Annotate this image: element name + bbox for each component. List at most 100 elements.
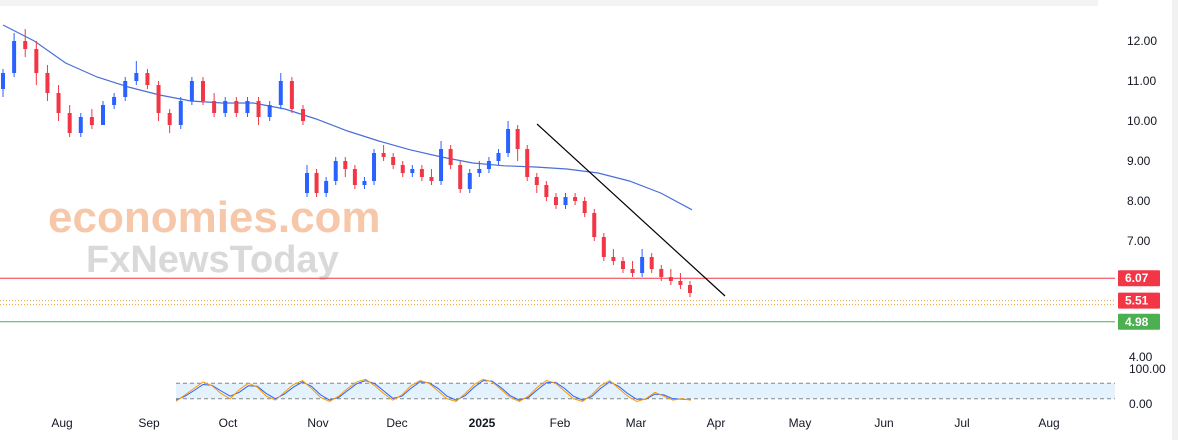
time-tick-label: Jun (874, 416, 893, 430)
time-tick-label: Dec (386, 416, 407, 430)
candle-body (553, 197, 558, 205)
candle-body (458, 165, 463, 189)
candle-body (668, 277, 673, 281)
candle-body (525, 149, 530, 177)
candle-body (448, 149, 453, 165)
candle-body (212, 101, 217, 113)
candle-body (134, 73, 139, 81)
time-tick-label: Feb (550, 416, 571, 430)
candle-body (439, 149, 444, 181)
candle-body (67, 113, 72, 133)
candle-body (659, 269, 664, 277)
top-strip (0, 0, 1098, 6)
candle-body (582, 201, 587, 213)
price-tick-label: 11.00 (1127, 74, 1156, 88)
candle-body (419, 169, 424, 177)
candle-body (12, 41, 17, 73)
candle-body (201, 81, 205, 101)
candle-body (56, 93, 61, 113)
candle-body (410, 169, 415, 173)
candle-body (620, 261, 625, 269)
candle-body (267, 105, 272, 117)
time-tick-label: Aug (1038, 416, 1059, 430)
candle-body (573, 197, 578, 201)
candle-body (123, 81, 128, 97)
time-tick-label: 2025 (469, 416, 496, 430)
candle-body (611, 257, 616, 261)
candle-body (640, 257, 645, 273)
time-tick-label: May (789, 416, 812, 430)
candle-body (78, 117, 83, 133)
moving-average-line (2, 24, 693, 211)
time-tick-label: Oct (219, 416, 238, 430)
candle-body (429, 177, 434, 181)
candle-body (234, 101, 239, 113)
price-tick-label: 8.00 (1127, 194, 1151, 208)
candle-body (167, 113, 172, 125)
candle-body (477, 169, 482, 173)
time-tick-label: Jul (954, 416, 969, 430)
candle-body (486, 161, 491, 169)
candle-body (333, 161, 338, 181)
candle-body (245, 101, 250, 113)
candle-body (314, 173, 319, 193)
time-tick-label: Apr (707, 416, 726, 430)
candle-body (601, 237, 606, 257)
moving-average-layer (2, 24, 693, 211)
candle-body (506, 129, 511, 153)
candle-body (278, 81, 283, 105)
candle-body (391, 157, 396, 165)
candle-body (1, 73, 5, 89)
oscillator-k-line (175, 378, 692, 402)
candle-body (145, 73, 150, 85)
oscillator-d-line (175, 380, 692, 401)
right-scroll-edge[interactable] (1172, 0, 1178, 440)
price-tick-label: 10.00 (1127, 114, 1157, 128)
price-level-label-0: 6.07 (1125, 271, 1149, 285)
time-tick-label: Sep (138, 416, 160, 430)
candle-body (45, 73, 50, 93)
price-level-label-2: 4.98 (1125, 315, 1149, 329)
candles-layer (1, 29, 692, 297)
candle-body (534, 177, 539, 185)
oscillator-band (176, 383, 1115, 399)
candle-body (156, 85, 161, 113)
time-axis[interactable]: Aug Sep Oct Nov Dec 2025 Feb Mar Apr May Jun Jul Aug (51, 416, 1059, 430)
candle-body (496, 153, 501, 161)
candle-body (372, 153, 377, 181)
time-tick-label: Aug (51, 416, 72, 430)
price-level-badge-2 (1118, 313, 1160, 330)
candle-body (592, 213, 597, 237)
price-tick-label: 12.00 (1127, 34, 1157, 48)
trendline-layer[interactable] (536, 123, 726, 297)
time-tick-label: Mar (626, 416, 647, 430)
candle-body (649, 257, 654, 269)
candle-body (467, 173, 472, 189)
candle-body (544, 185, 549, 197)
price-level-label-1: 5.51 (1125, 294, 1149, 308)
candle-body (101, 105, 105, 125)
candle-body (178, 101, 183, 125)
candle-body (563, 197, 568, 205)
price-tick-label: 9.00 (1127, 154, 1151, 168)
oscillator-tick-label: 0.00 (1129, 397, 1153, 411)
watermark-line-1: economies.com (48, 193, 381, 242)
watermark-line-2: FxNewsToday (86, 239, 339, 281)
price-tick-label: 7.00 (1127, 234, 1151, 248)
trendline (536, 123, 726, 297)
oscillator-panel (175, 378, 1115, 402)
candle-body (515, 129, 520, 149)
candle-body (324, 181, 329, 193)
candle-body (630, 269, 635, 273)
price-level-lines (0, 277, 1115, 323)
price-level-labels: 6.07 5.51 4.98 (1118, 270, 1160, 330)
candle-body (381, 153, 386, 157)
candle-body (256, 101, 261, 117)
time-tick-label: Nov (307, 416, 328, 430)
candle-body (89, 117, 94, 125)
candle-body (400, 165, 405, 173)
candle-body (688, 285, 692, 293)
